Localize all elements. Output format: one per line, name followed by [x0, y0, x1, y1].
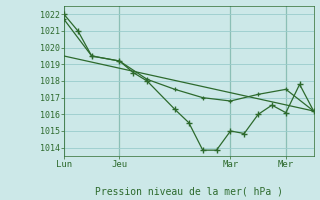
Text: Pression niveau de la mer( hPa ): Pression niveau de la mer( hPa )	[95, 186, 283, 196]
